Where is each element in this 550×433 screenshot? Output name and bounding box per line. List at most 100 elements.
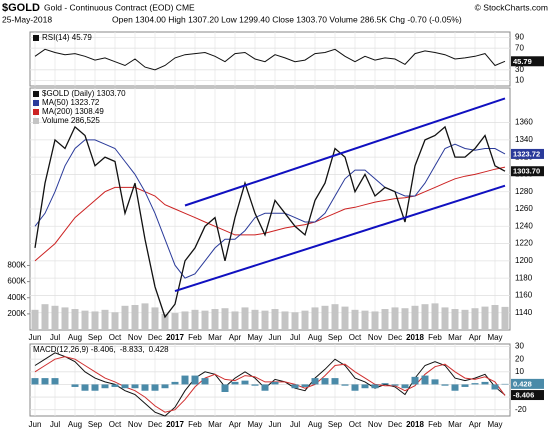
legend-entry: 0.428	[149, 345, 170, 354]
bar	[111, 384, 119, 387]
bar	[181, 375, 189, 385]
bar	[441, 307, 449, 330]
x-tick-label: Dec	[148, 333, 162, 342]
x-tick-label: Oct	[349, 420, 362, 429]
bar	[401, 308, 409, 330]
bar	[151, 307, 159, 330]
legend-entry: RSI(14) 45.79	[42, 33, 92, 42]
bar	[501, 383, 509, 385]
bar	[391, 307, 399, 330]
bar	[91, 384, 99, 391]
bar	[31, 378, 39, 385]
bar	[271, 381, 279, 385]
bar	[241, 380, 249, 385]
bar	[341, 384, 349, 386]
x-tick-label: Sep	[88, 420, 103, 429]
x-tick-label: Apr	[469, 333, 482, 342]
legend-entry: $GOLD (Daily) 1303.70	[42, 89, 126, 98]
value-box-label: 0.428	[513, 379, 532, 388]
bar	[481, 306, 489, 330]
y2-tick-label: 200K	[7, 309, 26, 318]
bar	[261, 310, 269, 330]
bar	[301, 384, 309, 387]
bar	[231, 381, 239, 385]
bar	[431, 379, 439, 385]
bar	[191, 309, 199, 330]
y-tick-label: 1180	[515, 273, 533, 282]
series-line	[34, 356, 506, 413]
bar	[451, 309, 459, 330]
bar	[451, 384, 459, 391]
series-line	[34, 125, 506, 319]
series-line	[34, 139, 506, 279]
x-tick-label: Jun	[29, 420, 42, 429]
x-tick-label: May	[487, 333, 502, 342]
bar	[171, 313, 179, 330]
bar	[141, 384, 149, 391]
bar	[191, 375, 199, 385]
x-tick-label: Feb	[428, 420, 442, 429]
panel-frame	[29, 343, 511, 417]
legend-entry: Volume 286,525	[42, 116, 100, 125]
bar	[321, 378, 329, 385]
bar	[371, 384, 379, 389]
bar	[291, 384, 299, 389]
x-tick-label: Feb	[188, 333, 202, 342]
bar	[311, 307, 319, 330]
x-tick-label: Jul	[50, 420, 60, 429]
x-tick-label: May	[247, 333, 262, 342]
bar	[261, 384, 269, 391]
bar	[181, 311, 189, 330]
value-box	[511, 390, 544, 401]
bar	[351, 384, 359, 391]
bar	[111, 312, 119, 330]
bar	[351, 309, 359, 330]
bar	[461, 384, 469, 387]
bar	[201, 310, 209, 330]
bar	[51, 305, 59, 330]
x-tick-label: 2018	[406, 420, 424, 429]
y-tick-label: 1200	[515, 256, 533, 265]
bar	[61, 307, 69, 330]
x-tick-label: Nov	[368, 333, 382, 342]
x-tick-label: Aug	[308, 333, 322, 342]
x-tick-label: 2017	[166, 420, 184, 429]
bar	[481, 381, 489, 385]
bar	[121, 384, 129, 389]
bar	[431, 303, 439, 330]
bar	[461, 309, 469, 330]
bar	[41, 304, 49, 330]
x-tick-label: Jun	[269, 420, 282, 429]
bar	[331, 378, 339, 385]
bar	[91, 311, 99, 330]
bar	[231, 311, 239, 330]
bar	[131, 384, 139, 389]
bar	[251, 309, 259, 330]
x-tick-label: 2017	[166, 333, 184, 342]
bar	[211, 309, 219, 330]
x-tick-label: 2018	[406, 333, 424, 342]
bar	[141, 303, 149, 330]
bar	[491, 304, 499, 330]
bar	[101, 384, 109, 389]
legend-entry: MACD(12,26,9) -8.406,	[33, 345, 116, 354]
bar	[501, 306, 509, 330]
legend-swatch	[33, 118, 39, 124]
x-tick-label: Dec	[388, 420, 402, 429]
x-tick-label: Apr	[229, 420, 242, 429]
bar	[331, 304, 339, 330]
date: 25-May-2018	[2, 14, 52, 24]
value-box-label: 1323.72	[513, 149, 540, 158]
bar	[321, 305, 329, 330]
y2-tick-label: 600K	[7, 277, 26, 286]
bar	[271, 309, 279, 330]
value-box-label: 1303.70	[513, 167, 540, 176]
bar	[381, 309, 389, 330]
legend-swatch	[33, 109, 39, 115]
panel-frame	[29, 31, 511, 87]
bar	[281, 311, 289, 330]
x-tick-label: Jun	[269, 333, 282, 342]
y-tick-label: 1360	[515, 118, 533, 127]
x-tick-label: Apr	[229, 333, 242, 342]
x-tick-label: Feb	[428, 333, 442, 342]
